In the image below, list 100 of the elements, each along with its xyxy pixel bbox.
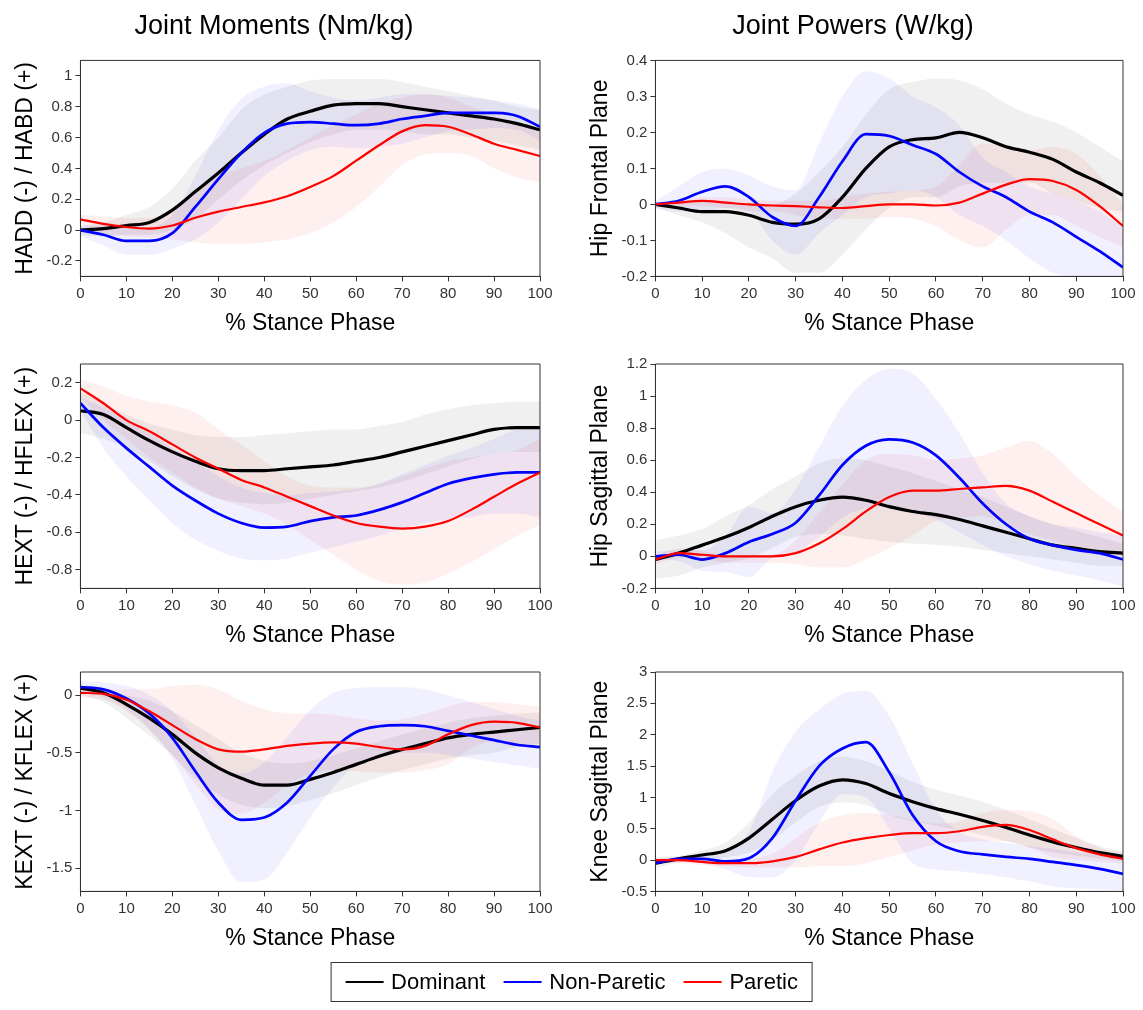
x-tick-label: 90 xyxy=(485,283,503,301)
x-tick-label: 40 xyxy=(255,595,273,613)
y-tick-label: 0.2 xyxy=(51,372,73,390)
y-tick-label: 0 xyxy=(64,220,73,238)
x-tick-label: 10 xyxy=(693,283,711,301)
y-tick-label: 1.5 xyxy=(626,756,648,774)
line-series xyxy=(80,124,540,230)
y-tick-label: 0.2 xyxy=(626,514,648,532)
y-axis-title: HADD (-) / HABD (+) xyxy=(11,62,38,275)
x-tick-label: 10 xyxy=(118,283,135,301)
x-tick-label: 70 xyxy=(974,595,992,613)
y-axis-title: HEXT (-) / HFLEX (+) xyxy=(11,366,38,586)
y-tick-label: 0.4 xyxy=(51,158,73,176)
x-tick-label: 80 xyxy=(1021,595,1038,613)
y-tick-label: -0.2 xyxy=(621,266,648,284)
x-tick-label: 90 xyxy=(1067,595,1085,613)
x-tick-label: 30 xyxy=(787,283,805,301)
y-tick-label: 0.3 xyxy=(626,86,648,104)
chart-title: Joint Moments (Nm/kg) xyxy=(134,9,414,40)
legend-label: Paretic xyxy=(729,969,798,995)
y-tick-label: 1 xyxy=(639,386,648,404)
y-tick-label: 0 xyxy=(64,685,73,703)
x-tick-label: 100 xyxy=(1110,898,1136,916)
y-tick-label: 0 xyxy=(64,410,73,428)
y-tick-label: 0 xyxy=(639,546,648,564)
line-series xyxy=(655,178,1123,228)
legend-label: Dominant xyxy=(391,969,486,995)
x-tick-label: 0 xyxy=(76,595,85,613)
y-tick-label: 1 xyxy=(64,65,73,83)
x-tick-label: 60 xyxy=(927,595,945,613)
x-tick-label: 50 xyxy=(880,898,898,916)
x-axis-title: % Stance Phase xyxy=(804,308,975,335)
x-tick-label: 0 xyxy=(651,898,660,916)
y-tick-label: 0.6 xyxy=(626,450,648,468)
x-tick-label: 60 xyxy=(347,898,365,916)
y-tick-label: 0.5 xyxy=(626,818,648,836)
y-axis-title: Hip Sagittal Plane xyxy=(586,384,613,568)
x-tick-label: 70 xyxy=(974,283,992,301)
y-tick-label: -0.4 xyxy=(46,485,73,503)
x-tick-label: 100 xyxy=(1110,283,1136,301)
y-tick-label: 1.2 xyxy=(626,354,648,372)
x-tick-label: 0 xyxy=(76,283,85,301)
x-tick-label: 100 xyxy=(527,898,553,916)
y-tick-label: -1 xyxy=(59,800,73,818)
line-series xyxy=(80,409,540,473)
x-tick-label: 50 xyxy=(301,898,319,916)
x-tick-label: 50 xyxy=(301,595,319,613)
x-tick-label: 90 xyxy=(485,595,503,613)
y-tick-label: 3 xyxy=(639,662,648,680)
x-tick-label: 30 xyxy=(787,898,805,916)
y-tick-label: -0.2 xyxy=(621,578,648,596)
x-tick-label: 0 xyxy=(651,283,660,301)
x-axis-title: % Stance Phase xyxy=(225,620,396,647)
y-tick-label: -0.1 xyxy=(621,230,648,248)
x-tick-label: 90 xyxy=(1067,283,1085,301)
y-axis-title: KEXT (-) / KFLEX (+) xyxy=(11,673,38,890)
x-axis-title: % Stance Phase xyxy=(804,620,975,647)
y-tick-label: 0.2 xyxy=(626,122,648,140)
x-axis-title: % Stance Phase xyxy=(225,923,396,950)
x-tick-label: 80 xyxy=(439,283,457,301)
y-tick-label: -0.5 xyxy=(621,881,648,899)
x-tick-label: 20 xyxy=(740,595,758,613)
y-tick-label: 2 xyxy=(639,724,648,742)
x-tick-label: 40 xyxy=(834,283,851,301)
x-tick-label: 30 xyxy=(787,595,805,613)
x-tick-label: 30 xyxy=(209,595,227,613)
y-tick-label: 1 xyxy=(639,787,648,805)
x-tick-label: 30 xyxy=(209,283,227,301)
y-tick-label: 0 xyxy=(639,850,648,868)
y-tick-label: 0.2 xyxy=(51,189,73,207)
x-axis-title: % Stance Phase xyxy=(225,308,396,335)
x-axis-title: % Stance Phase xyxy=(804,923,975,950)
line-series xyxy=(655,132,1123,269)
x-tick-label: 50 xyxy=(880,283,898,301)
x-tick-label: 100 xyxy=(527,283,553,301)
y-tick-label: 2.5 xyxy=(626,693,648,711)
line-series xyxy=(80,691,540,753)
x-tick-label: 70 xyxy=(393,595,411,613)
x-tick-label: 40 xyxy=(255,283,273,301)
legend-label: Non-Paretic xyxy=(549,969,666,995)
y-tick-label: 0.4 xyxy=(626,50,648,68)
y-axis-title: Hip Frontal Plane xyxy=(586,79,613,258)
y-tick-label: -0.2 xyxy=(46,251,73,269)
x-tick-label: 10 xyxy=(693,595,711,613)
line-series xyxy=(655,484,1123,561)
line-series xyxy=(655,130,1123,226)
x-tick-label: 90 xyxy=(1067,898,1085,916)
x-tick-label: 0 xyxy=(651,595,660,613)
y-tick-label: 0.6 xyxy=(51,127,73,145)
x-tick-label: 100 xyxy=(527,595,553,613)
x-tick-label: 10 xyxy=(118,898,135,916)
x-tick-label: 60 xyxy=(347,283,365,301)
y-tick-label: 0 xyxy=(639,194,648,212)
x-tick-label: 30 xyxy=(209,898,227,916)
x-tick-label: 70 xyxy=(393,283,411,301)
y-tick-label: -0.2 xyxy=(46,447,73,465)
x-tick-label: 50 xyxy=(880,595,898,613)
x-tick-label: 80 xyxy=(1021,898,1038,916)
x-tick-label: 90 xyxy=(485,898,503,916)
line-series xyxy=(655,740,1123,876)
